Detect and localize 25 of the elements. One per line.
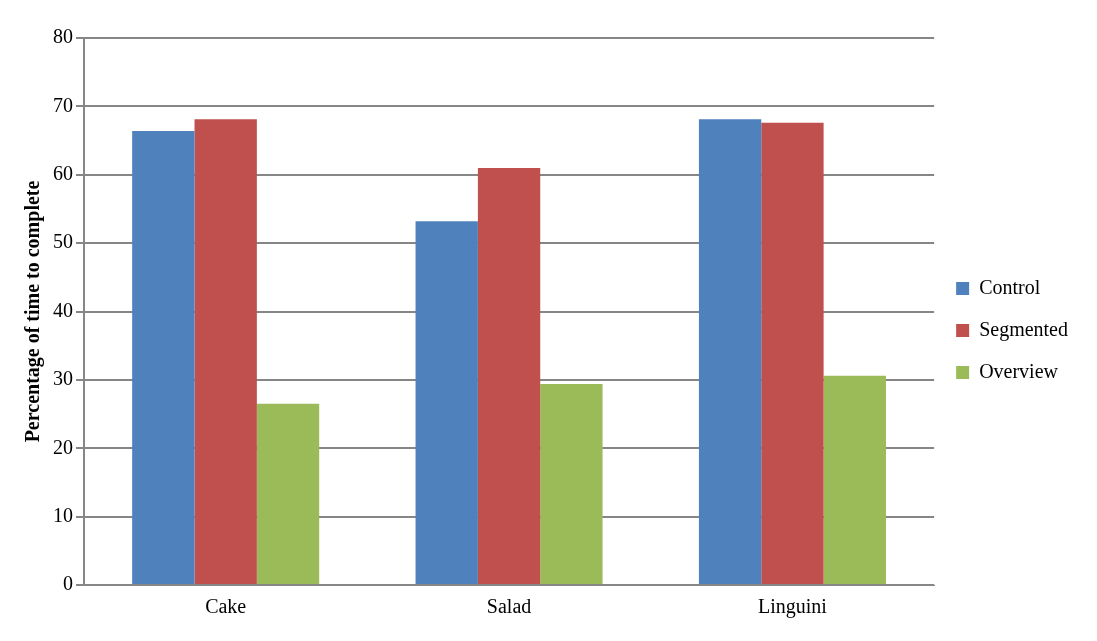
legend-label: Segmented	[979, 317, 1069, 341]
legend-label: Overview	[979, 359, 1059, 382]
bar	[761, 122, 824, 584]
bar	[540, 383, 603, 584]
bar	[194, 119, 257, 584]
x-tick-label: Linguini	[758, 595, 828, 619]
bar	[823, 375, 886, 584]
bar	[256, 403, 320, 584]
bar	[477, 167, 541, 584]
bar	[132, 130, 195, 584]
y-tick-label: 40	[53, 298, 73, 321]
x-tick-label: Cake	[205, 595, 247, 618]
y-axis-title: Percentage of time to complete	[21, 180, 45, 443]
y-tick-label: 20	[53, 435, 73, 458]
y-tick-label: 80	[53, 25, 73, 48]
bar	[415, 221, 478, 584]
y-tick-label: 0	[63, 572, 73, 595]
legend-label: Control	[979, 275, 1041, 298]
y-tick-label: 10	[53, 503, 73, 526]
y-tick-label: 30	[53, 367, 73, 390]
y-tick-label: 50	[53, 230, 73, 253]
y-tick-label: 60	[53, 162, 73, 184]
bar	[698, 119, 762, 584]
y-tick-label: 70	[53, 93, 73, 116]
x-tick-label: Salad	[486, 595, 532, 618]
